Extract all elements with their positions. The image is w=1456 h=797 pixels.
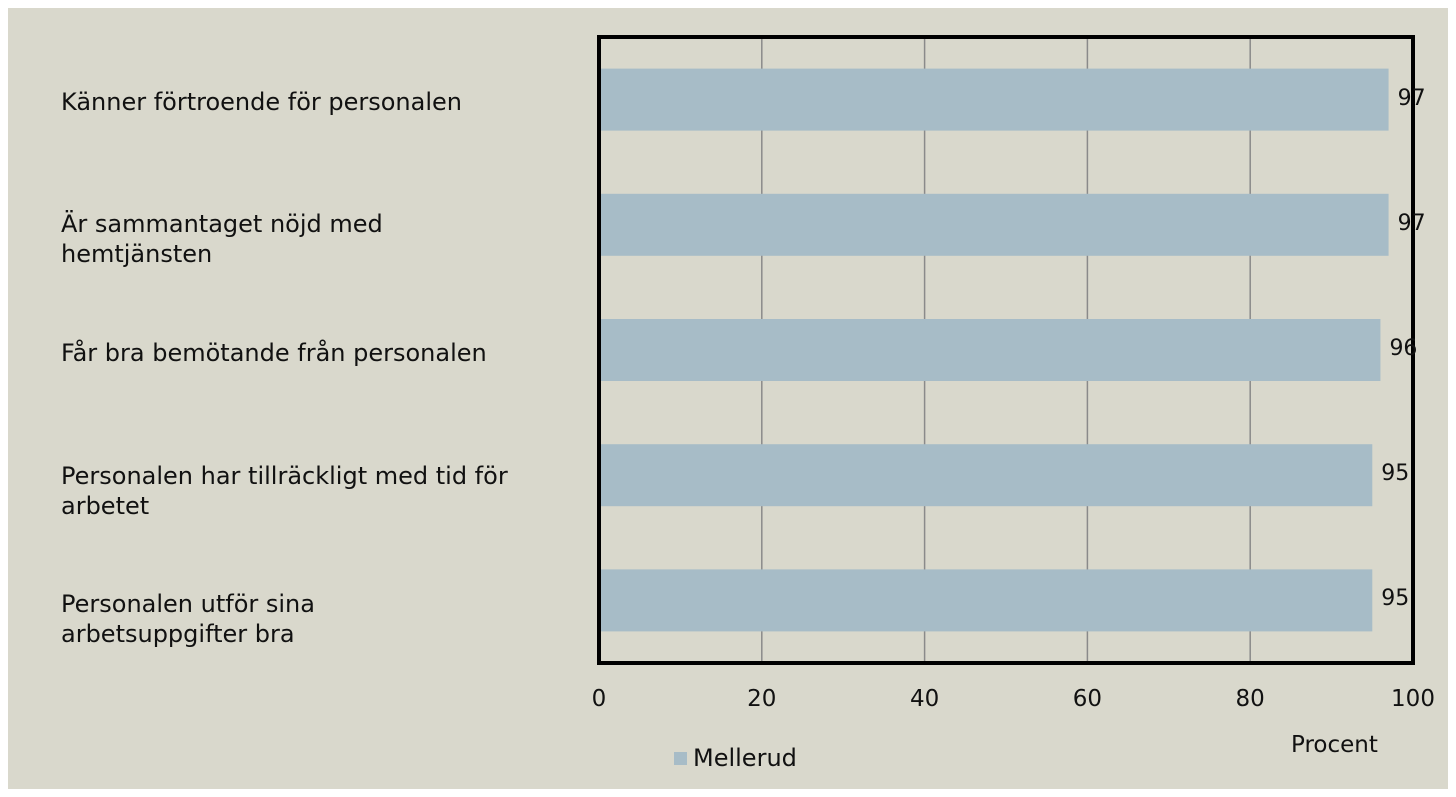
bars: [599, 68, 1389, 632]
legend: Mellerud: [674, 744, 797, 772]
plot-frame: [597, 35, 1415, 665]
data-label: 95: [1381, 586, 1410, 612]
x-axis-label: Procent: [1291, 732, 1378, 758]
category-label: Personalen utför sina arbetsuppgifter br…: [61, 590, 315, 648]
category-label: Får bra bemötande från personalen: [61, 339, 487, 367]
x-tick-label: 40: [909, 686, 940, 712]
bar: [599, 68, 1389, 131]
data-label: 97: [1397, 85, 1426, 111]
x-tick-label: 60: [1072, 686, 1103, 712]
bar: [599, 319, 1381, 381]
chart-panel: [8, 8, 1448, 789]
bar: [599, 569, 1373, 632]
category-label: Är sammantaget nöjd med hemtjänsten: [61, 210, 383, 268]
x-tick-label: 80: [1235, 686, 1265, 712]
x-tick-label: 20: [747, 686, 777, 712]
data-label: 96: [1389, 336, 1418, 361]
category-label: Personalen har tillräckligt med tid för …: [61, 462, 508, 520]
x-tick-label: 100: [1391, 686, 1435, 712]
legend-swatch: [674, 751, 687, 765]
data-label: 97: [1397, 210, 1426, 236]
x-tick-label: 0: [591, 686, 607, 712]
bar: [599, 193, 1389, 256]
category-label: Känner förtroende för personalen: [61, 88, 462, 116]
data-label: 95: [1381, 461, 1410, 487]
bar: [599, 444, 1373, 507]
legend-label: Mellerud: [693, 744, 797, 772]
